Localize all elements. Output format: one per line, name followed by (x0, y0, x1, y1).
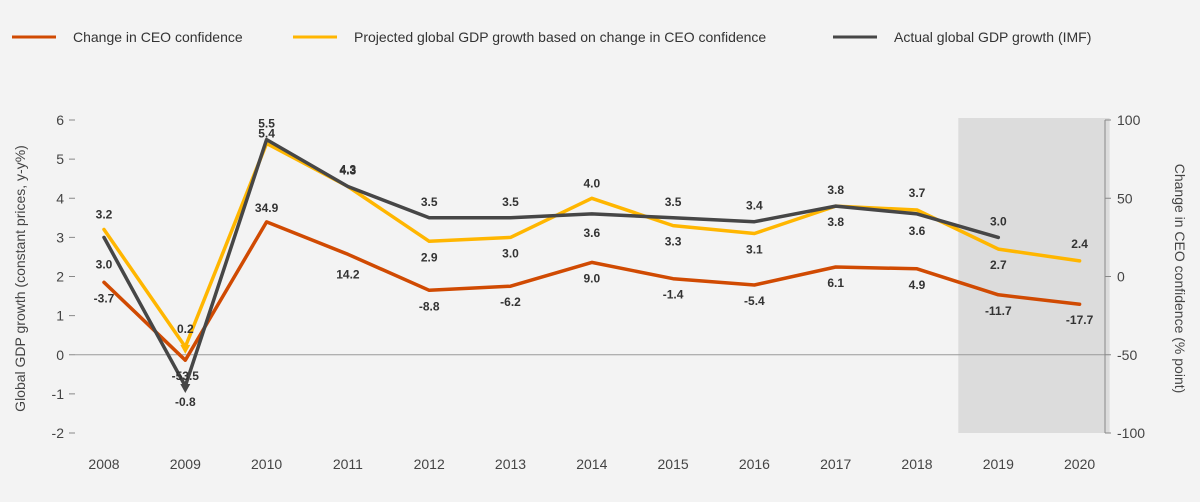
data-label: 3.5 (665, 195, 682, 209)
data-label: 2.7 (990, 258, 1007, 272)
x-axis-tick-label: 2012 (414, 456, 445, 472)
data-label: 3.7 (909, 186, 926, 200)
left-axis-tick-label: 1 (56, 308, 64, 324)
data-label: 3.2 (96, 208, 113, 222)
data-label: 3.0 (990, 214, 1007, 228)
right-axis-title: Change in CEO confidence (% point) (1172, 164, 1188, 394)
actual-min-marker (180, 384, 191, 394)
x-axis-tick-label: 2019 (983, 456, 1014, 472)
left-axis-tick-label: 3 (56, 229, 64, 245)
right-axis-tick-label: 50 (1117, 190, 1133, 206)
data-label: 3.6 (909, 224, 926, 238)
data-label: 34.9 (255, 201, 279, 215)
data-label: 0.2 (177, 322, 194, 336)
x-axis-tick-label: 2016 (739, 456, 770, 472)
data-label: -53.5 (172, 369, 200, 383)
data-label: 2.9 (421, 250, 438, 264)
x-axis-tick-label: 2020 (1064, 456, 1095, 472)
left-axis-tick-label: 0 (56, 347, 64, 363)
data-label: -6.2 (500, 295, 521, 309)
data-label: 5.5 (258, 117, 275, 131)
legend-label: Change in CEO confidence (73, 29, 243, 45)
data-label: -17.7 (1066, 313, 1094, 327)
x-axis-tick-label: 2013 (495, 456, 526, 472)
data-label: -1.4 (663, 288, 684, 302)
data-label: -0.8 (175, 395, 196, 409)
data-label: 2.4 (1071, 237, 1088, 251)
legend-label: Projected global GDP growth based on cha… (354, 29, 766, 45)
left-axis-title: Global GDP growth (constant prices, y-y%… (12, 145, 28, 412)
data-label: 3.5 (421, 195, 438, 209)
data-label: 4.0 (583, 176, 600, 190)
data-label: 9.0 (583, 271, 600, 285)
data-label: 3.1 (746, 242, 763, 256)
left-axis-tick-label: 5 (56, 151, 64, 167)
data-label: 3.8 (827, 215, 844, 229)
x-axis-tick-label: 2011 (333, 456, 363, 472)
projection-shading (958, 118, 1110, 433)
data-label: 6.1 (827, 276, 844, 290)
data-label: 3.6 (583, 226, 600, 240)
series-line (102, 141, 1082, 349)
x-axis-tick-label: 2010 (251, 456, 282, 472)
series-line (102, 220, 1082, 362)
left-axis-tick-label: 6 (56, 112, 64, 128)
left-axis-tick-label: -2 (52, 425, 65, 441)
x-axis-tick-label: 2008 (88, 456, 119, 472)
data-label: -5.4 (744, 294, 765, 308)
data-label: 3.4 (746, 199, 763, 213)
data-label: 3.0 (96, 257, 113, 271)
data-label: -8.8 (419, 299, 440, 313)
data-label: 4.9 (909, 278, 926, 292)
data-label: 4.3 (340, 164, 357, 178)
right-axis-tick-label: 0 (1117, 269, 1125, 285)
projected-min-marker (180, 344, 191, 354)
left-axis-tick-label: -1 (52, 386, 65, 402)
right-axis-tick-label: -100 (1117, 425, 1145, 441)
data-label: 4.3 (340, 163, 357, 177)
data-label: 3.5 (502, 195, 519, 209)
x-axis-tick-label: 2014 (576, 456, 607, 472)
series-line (102, 137, 1001, 388)
data-label: 5.4 (258, 126, 275, 140)
data-label: 3.3 (665, 235, 682, 249)
x-axis-tick-label: 2017 (820, 456, 851, 472)
data-label: -3.7 (94, 291, 115, 305)
left-axis-tick-label: 4 (56, 190, 64, 206)
right-axis-tick-label: 100 (1117, 112, 1141, 128)
x-axis-tick-label: 2018 (901, 456, 932, 472)
right-axis-tick-label: -50 (1117, 347, 1137, 363)
data-label: 3.0 (502, 246, 519, 260)
left-axis-tick-label: 2 (56, 269, 64, 285)
x-axis-tick-label: 2015 (658, 456, 689, 472)
x-axis-tick-label: 2009 (170, 456, 201, 472)
legend-label: Actual global GDP growth (IMF) (894, 29, 1091, 45)
data-label: 14.2 (336, 267, 360, 281)
data-label: 3.8 (827, 183, 844, 197)
data-label: -11.7 (985, 304, 1012, 318)
